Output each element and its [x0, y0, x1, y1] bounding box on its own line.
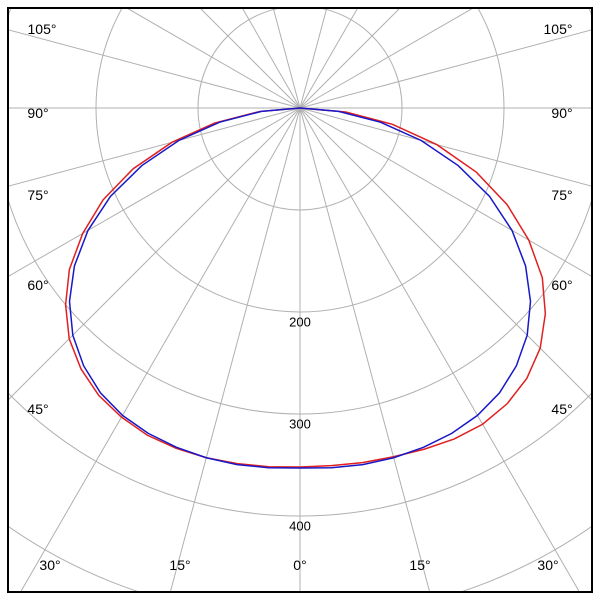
svg-text:30°: 30°: [39, 557, 60, 573]
svg-text:60°: 60°: [27, 277, 48, 293]
svg-text:200: 200: [289, 315, 311, 330]
svg-text:60°: 60°: [551, 277, 572, 293]
svg-text:30°: 30°: [537, 557, 558, 573]
svg-text:105°: 105°: [28, 21, 57, 37]
svg-text:400: 400: [289, 519, 311, 534]
svg-text:15°: 15°: [409, 557, 430, 573]
svg-text:75°: 75°: [27, 187, 48, 203]
polar-svg: 200 300 400 105° 105° 90° 90° 75° 75° 60° 60° 45° 45…: [0, 0, 600, 600]
svg-text:45°: 45°: [551, 401, 572, 417]
svg-text:90°: 90°: [551, 105, 572, 121]
svg-text:15°: 15°: [169, 557, 190, 573]
svg-text:75°: 75°: [551, 187, 572, 203]
svg-text:45°: 45°: [27, 401, 48, 417]
svg-text:0°: 0°: [293, 557, 306, 573]
polar-chart: 200 300 400 105° 105° 90° 90° 75° 75° 60° 60° 45° 45…: [0, 0, 600, 600]
svg-text:300: 300: [289, 417, 311, 432]
svg-text:105°: 105°: [544, 21, 573, 37]
svg-text:90°: 90°: [27, 105, 48, 121]
